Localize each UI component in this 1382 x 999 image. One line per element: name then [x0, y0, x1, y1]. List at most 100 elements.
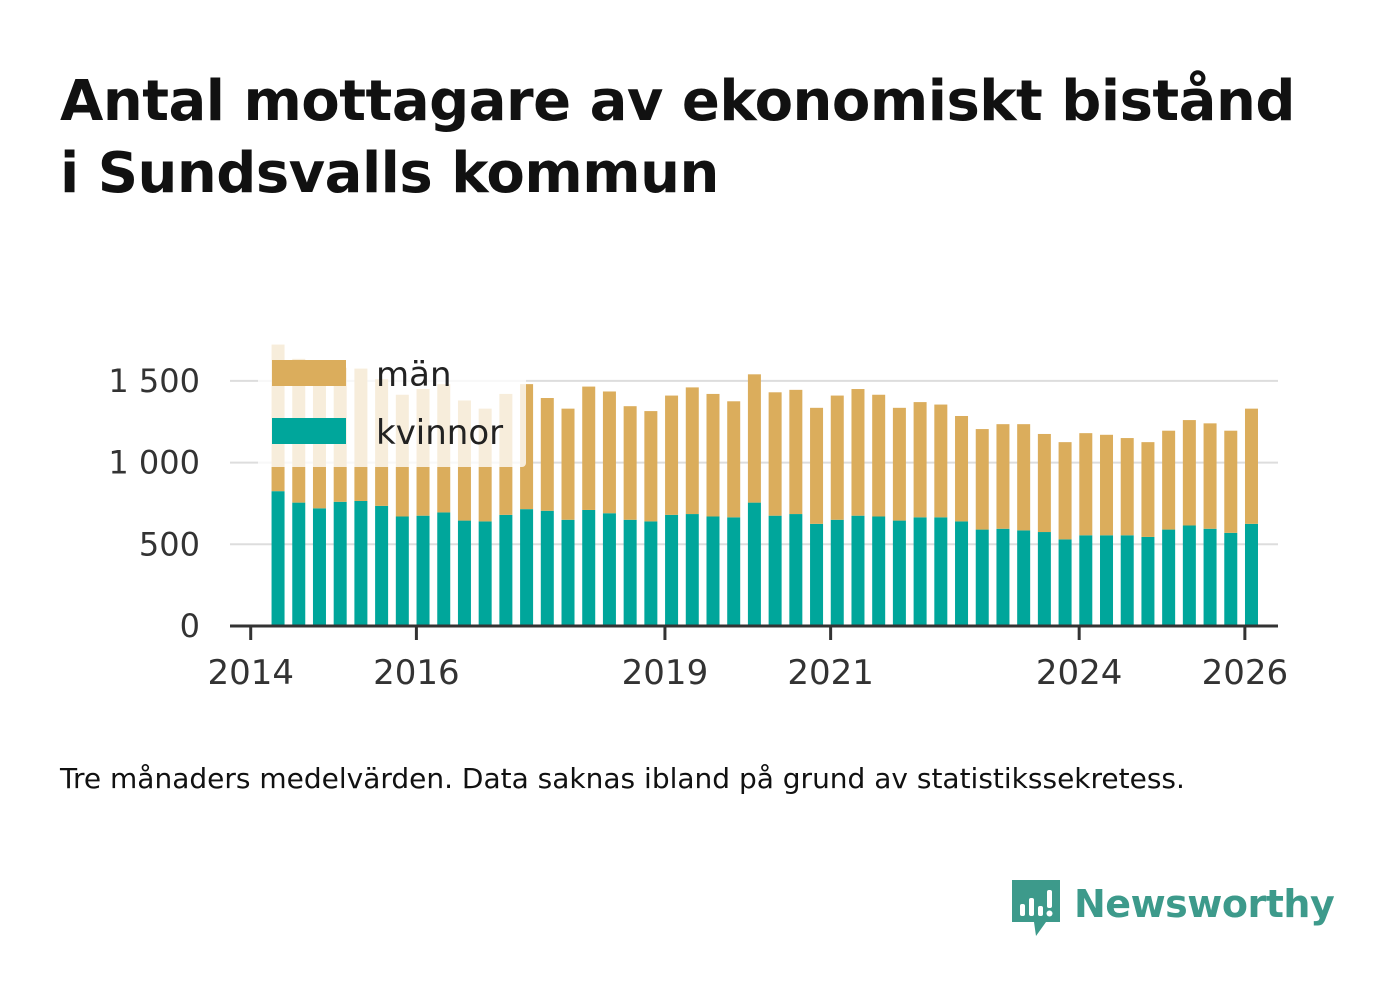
chart-title: Antal mottagare av ekonomiskt bistånd i …: [60, 66, 1350, 210]
bar-man: [706, 393, 720, 517]
bar-kvinnor: [520, 509, 534, 626]
bar-man: [623, 406, 637, 520]
bar-kvinnor: [934, 517, 948, 626]
x-tick-label: 2014: [207, 653, 294, 693]
bar-kvinnor: [1182, 525, 1196, 626]
chart-caption: Tre månaders medelvärden. Data saknas ib…: [60, 762, 1185, 795]
bar-kvinnor: [561, 519, 575, 626]
bar-man: [1162, 430, 1176, 530]
legend: män kvinnor: [258, 345, 526, 467]
x-tick-label: 2016: [373, 653, 460, 693]
chart-title-line-2: i Sundsvalls kommun: [60, 141, 719, 206]
bar-kvinnor: [768, 515, 782, 626]
y-tick-label: 1 000: [108, 444, 200, 482]
bar-kvinnor: [1141, 536, 1155, 626]
bar-man: [1037, 433, 1051, 533]
bar-kvinnor: [727, 517, 741, 626]
bar-kvinnor: [395, 516, 409, 626]
bar-kvinnor: [540, 510, 554, 626]
bar-man: [540, 398, 554, 511]
y-tick-label: 500: [139, 525, 200, 563]
bar-man: [810, 407, 824, 524]
bar-man: [789, 389, 803, 515]
brand-name: Newsworthy: [1074, 882, 1335, 926]
bar-kvinnor: [457, 520, 471, 626]
bar-kvinnor: [333, 501, 347, 626]
bar-man: [727, 401, 741, 518]
bar-man: [975, 429, 989, 530]
legend-label-man: män: [376, 355, 452, 395]
axes: 0 500 1 000 1 500 2014 2016 2019 2021 2024 2026: [108, 362, 1288, 693]
bar-man: [1100, 434, 1114, 536]
bar-kvinnor: [830, 519, 844, 626]
bar-man: [955, 415, 969, 522]
bar-kvinnor: [1203, 528, 1217, 626]
bar-man: [913, 402, 927, 518]
bar-kvinnor: [354, 500, 368, 626]
bar-man: [644, 411, 658, 522]
bar-kvinnor: [1224, 532, 1238, 626]
bar-kvinnor: [312, 508, 326, 626]
bar-man: [1244, 408, 1258, 524]
bar-kvinnor: [810, 523, 824, 626]
bar-kvinnor: [375, 505, 389, 626]
bar-kvinnor: [478, 521, 492, 626]
bar-kvinnor: [665, 514, 679, 626]
bar-kvinnor: [747, 502, 761, 626]
bar-kvinnor: [975, 529, 989, 626]
bar-kvinnor: [1017, 530, 1031, 626]
bar-kvinnor: [582, 509, 596, 626]
bar-man: [934, 404, 948, 518]
bar-man: [1203, 423, 1217, 529]
bar-man: [1141, 442, 1155, 537]
bar-kvinnor: [955, 521, 969, 626]
legend-swatch-kvinnor: [272, 418, 346, 444]
x-tick-label: 2026: [1202, 653, 1289, 693]
bar-kvinnor: [499, 514, 513, 626]
brand-logo[interactable]: Newsworthy: [1010, 878, 1335, 942]
bar-man: [582, 386, 596, 510]
y-tick-label: 1 500: [108, 362, 200, 400]
bar-kvinnor: [1037, 532, 1051, 626]
bar-chart: män kvinnor 0 500 1 000 1 500 2014 2016 2019 202…: [108, 344, 1288, 693]
bar-man: [892, 407, 906, 521]
bar-stacks: [271, 344, 1258, 626]
bar-kvinnor: [1100, 535, 1114, 626]
bar-man: [851, 389, 865, 516]
bar-kvinnor: [892, 520, 906, 626]
bar-man: [602, 391, 616, 514]
x-tick-label: 2024: [1036, 653, 1123, 693]
bar-kvinnor: [1162, 529, 1176, 626]
legend-swatch-man: [272, 360, 346, 386]
y-tick-label: 0: [180, 607, 200, 645]
bar-man: [768, 392, 782, 516]
newsworthy-logo-icon: [1012, 880, 1060, 936]
bar-man: [1017, 424, 1031, 531]
bar-kvinnor: [1058, 539, 1072, 626]
bar-kvinnor: [271, 491, 285, 626]
bar-man: [872, 394, 886, 517]
bar-man: [561, 408, 575, 520]
bar-kvinnor: [602, 513, 616, 626]
bar-man: [996, 424, 1010, 529]
bar-kvinnor: [851, 515, 865, 626]
bar-man: [1058, 442, 1072, 540]
bar-man: [1079, 433, 1093, 536]
bar-kvinnor: [644, 521, 658, 626]
bar-kvinnor: [706, 516, 720, 626]
x-tick-label: 2021: [787, 653, 874, 693]
bar-kvinnor: [996, 528, 1010, 626]
bar-kvinnor: [872, 516, 886, 626]
bar-kvinnor: [623, 519, 637, 626]
bar-kvinnor: [789, 514, 803, 626]
bar-man: [747, 374, 761, 503]
chart-title-line-1: Antal mottagare av ekonomiskt bistånd: [60, 69, 1295, 134]
bar-man: [665, 395, 679, 515]
x-tick-label: 2019: [622, 653, 709, 693]
bar-man: [685, 387, 699, 515]
bar-man: [830, 395, 844, 520]
bar-kvinnor: [437, 512, 451, 626]
bar-kvinnor: [685, 514, 699, 626]
bar-man: [1120, 438, 1134, 536]
bar-kvinnor: [1079, 535, 1093, 626]
